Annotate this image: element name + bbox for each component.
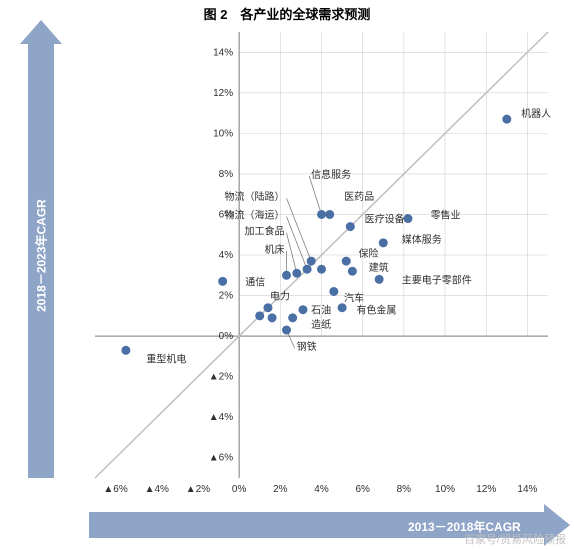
source-text: 百家号/贸易风险预报: [464, 531, 566, 547]
data-point: [325, 210, 334, 219]
data-point: [298, 305, 307, 314]
point-label: 零售业: [431, 208, 461, 221]
point-label: 机器人: [521, 107, 551, 120]
point-label: 重型机电: [146, 352, 186, 365]
chart-title: 图 2 各产业的全球需求预测: [0, 4, 574, 23]
data-point: [288, 313, 297, 322]
svg-text:12%: 12%: [213, 88, 233, 99]
scatter-chart: 0%2%4%6%8%10%12%14%▲2%▲4%▲6%0%2%4%6%8%10…: [0, 0, 574, 549]
svg-text:2%: 2%: [273, 484, 288, 495]
svg-text:10%: 10%: [435, 484, 455, 495]
data-point: [292, 269, 301, 278]
svg-text:10%: 10%: [213, 128, 233, 139]
svg-text:6%: 6%: [355, 484, 370, 495]
svg-text:14%: 14%: [213, 47, 233, 58]
data-point: [282, 326, 291, 335]
svg-text:▲2%: ▲2%: [209, 372, 233, 383]
point-label: 物流（陆路）: [224, 190, 284, 203]
data-point: [502, 115, 511, 124]
point-label: 保险: [359, 247, 379, 260]
data-point: [379, 238, 388, 247]
svg-text:2%: 2%: [219, 291, 234, 302]
point-label: 主要电子零部件: [402, 273, 472, 286]
svg-text:▲6%: ▲6%: [209, 453, 233, 464]
data-point: [282, 271, 291, 280]
svg-text:14%: 14%: [517, 484, 537, 495]
point-label: 有色金属: [356, 304, 396, 317]
point-label: 媒体服务: [402, 233, 442, 246]
svg-text:8%: 8%: [219, 169, 234, 180]
data-point: [317, 265, 326, 274]
data-point: [338, 303, 347, 312]
point-label: 建筑: [369, 261, 389, 274]
point-label: 钢铁: [297, 340, 317, 353]
data-point: [329, 287, 338, 296]
data-point: [317, 210, 326, 219]
point-label: 造纸: [311, 318, 331, 331]
svg-text:4%: 4%: [314, 484, 329, 495]
data-point: [268, 313, 277, 322]
point-label: 信息服务: [311, 168, 351, 181]
data-point: [375, 275, 384, 284]
point-label: 石油: [311, 304, 331, 317]
svg-text:0%: 0%: [219, 331, 234, 342]
data-point: [403, 214, 412, 223]
svg-text:8%: 8%: [397, 484, 412, 495]
y-axis-label: 2018－2023年CAGR: [33, 196, 50, 316]
point-label: 通信: [245, 276, 265, 288]
point-label: 医疗设备: [365, 213, 405, 226]
data-point: [342, 257, 351, 266]
data-point: [348, 267, 357, 276]
data-point: [303, 265, 312, 274]
svg-text:▲2%: ▲2%: [186, 484, 210, 495]
svg-text:12%: 12%: [476, 484, 496, 495]
point-label: 加工食品: [244, 225, 284, 238]
data-point: [121, 346, 130, 355]
data-point: [263, 303, 272, 312]
svg-text:▲4%: ▲4%: [209, 412, 233, 423]
point-label: 机床: [264, 243, 284, 256]
svg-text:▲4%: ▲4%: [145, 484, 169, 495]
data-point: [255, 311, 264, 320]
data-point: [218, 277, 227, 286]
point-label: 汽车: [344, 292, 364, 305]
svg-text:0%: 0%: [232, 484, 247, 495]
data-point: [307, 257, 316, 266]
point-label: 医药品: [344, 191, 374, 203]
svg-text:▲6%: ▲6%: [103, 484, 127, 495]
data-point: [346, 222, 355, 231]
point-label: 电力: [270, 290, 290, 303]
svg-text:4%: 4%: [219, 250, 234, 261]
point-label: 物流（海运）: [224, 208, 284, 221]
